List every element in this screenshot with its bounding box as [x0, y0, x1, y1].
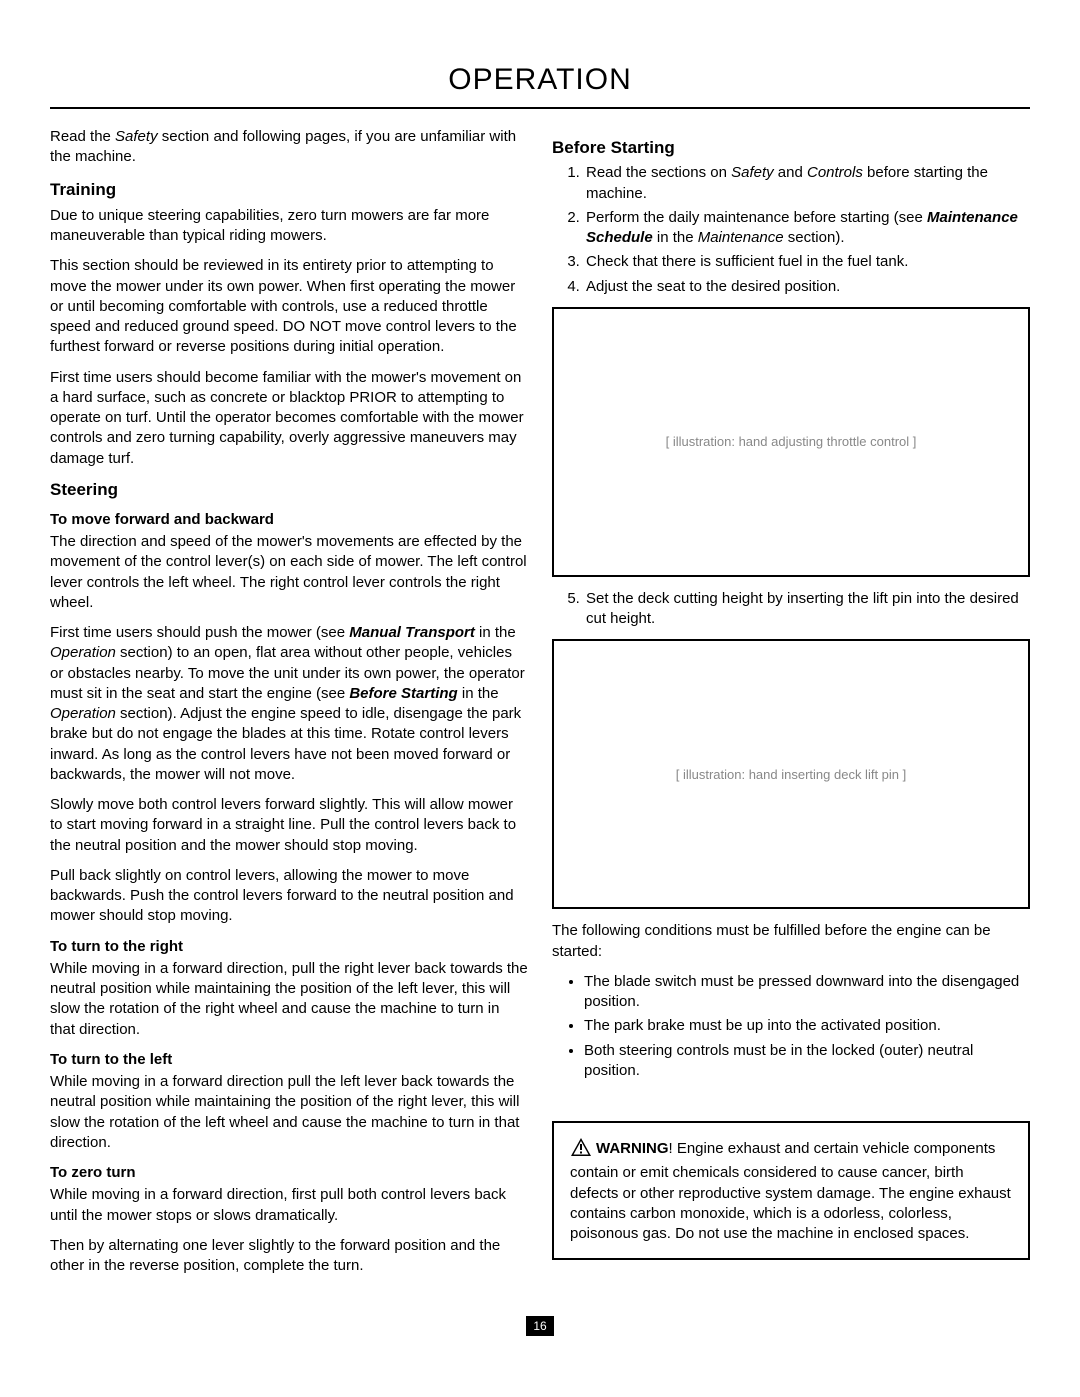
training-paragraph-1: Due to unique steering capabilities, zer… — [50, 206, 528, 247]
intro-text-1: Read the — [50, 128, 115, 145]
operation-ref-2: Operation — [50, 705, 116, 722]
list-item: Both steering controls must be in the lo… — [584, 1041, 1030, 1082]
steering-heading: Steering — [50, 479, 528, 502]
li2-a: Perform the daily maintenance before sta… — [586, 209, 927, 226]
steering-paragraph-2: First time users should push the mower (… — [50, 623, 528, 785]
manual-transport-ref: Manual Transport — [349, 624, 475, 641]
list-item: Set the deck cutting height by inserting… — [584, 589, 1030, 630]
list-item: Perform the daily maintenance before sta… — [584, 208, 1030, 249]
steering-paragraph-5: While moving in a forward direction, pul… — [50, 959, 528, 1040]
before-starting-heading: Before Starting — [552, 137, 1030, 160]
li2-c: in the — [653, 229, 698, 246]
before-starting-list-1: Read the sections on Safety and Controls… — [552, 163, 1030, 297]
list-item: Read the sections on Safety and Controls… — [584, 163, 1030, 204]
steering-paragraph-6: While moving in a forward direction pull… — [50, 1072, 528, 1153]
safety-ref: Safety — [731, 164, 774, 181]
operation-ref-1: Operation — [50, 644, 116, 661]
sp2-c: in the — [475, 624, 516, 641]
maintenance-ref: Maintenance — [698, 229, 784, 246]
steering-paragraph-4: Pull back slightly on control levers, al… — [50, 866, 528, 927]
steering-sub-zero-turn: To zero turn — [50, 1163, 528, 1183]
li1-a: Read the sections on — [586, 164, 731, 181]
training-paragraph-3: First time users should become familiar … — [50, 368, 528, 469]
before-starting-list-2: Set the deck cutting height by inserting… — [552, 589, 1030, 630]
training-paragraph-2: This section should be reviewed in its e… — [50, 256, 528, 357]
warning-box: WARNING! Engine exhaust and certain vehi… — [552, 1121, 1030, 1260]
steering-paragraph-7: While moving in a forward direction, fir… — [50, 1185, 528, 1226]
steering-paragraph-3: Slowly move both control levers forward … — [50, 795, 528, 856]
figure-throttle-illustration: [ illustration: hand adjusting throttle … — [552, 307, 1030, 577]
training-heading: Training — [50, 179, 528, 202]
intro-paragraph: Read the Safety section and following pa… — [50, 127, 528, 168]
conditions-intro: The following conditions must be fulfill… — [552, 921, 1030, 962]
list-item: Check that there is sufficient fuel in t… — [584, 252, 1030, 272]
li2-e: section). — [784, 229, 845, 246]
page-number: 16 — [526, 1316, 554, 1336]
sp2-g: in the — [458, 685, 499, 702]
steering-sub-turn-right: To turn to the right — [50, 937, 528, 957]
list-item: The park brake must be up into the activ… — [584, 1016, 1030, 1036]
steering-paragraph-8: Then by alternating one lever slightly t… — [50, 1236, 528, 1277]
steering-paragraph-1: The direction and speed of the mower's m… — [50, 532, 528, 613]
warning-label: WARNING — [596, 1140, 669, 1157]
page-title: OPERATION — [50, 60, 1030, 109]
intro-safety-ref: Safety — [115, 128, 158, 145]
steering-sub-turn-left: To turn to the left — [50, 1050, 528, 1070]
two-column-layout: Read the Safety section and following pa… — [50, 127, 1030, 1287]
list-item: Adjust the seat to the desired position. — [584, 277, 1030, 297]
figure-deck-pin-illustration: [ illustration: hand inserting deck lift… — [552, 639, 1030, 909]
list-item: The blade switch must be pressed downwar… — [584, 972, 1030, 1013]
left-column: Read the Safety section and following pa… — [50, 127, 528, 1287]
right-column: Before Starting Read the sections on Saf… — [552, 127, 1030, 1287]
li1-c: and — [774, 164, 807, 181]
conditions-list: The blade switch must be pressed downwar… — [552, 972, 1030, 1081]
before-starting-ref: Before Starting — [349, 685, 457, 702]
steering-sub-forward-backward: To move forward and backward — [50, 510, 528, 530]
sp2-a: First time users should push the mower (… — [50, 624, 349, 641]
sp2-i: section). Adjust the engine speed to idl… — [50, 705, 521, 783]
controls-ref: Controls — [807, 164, 863, 181]
warning-icon — [570, 1137, 592, 1163]
